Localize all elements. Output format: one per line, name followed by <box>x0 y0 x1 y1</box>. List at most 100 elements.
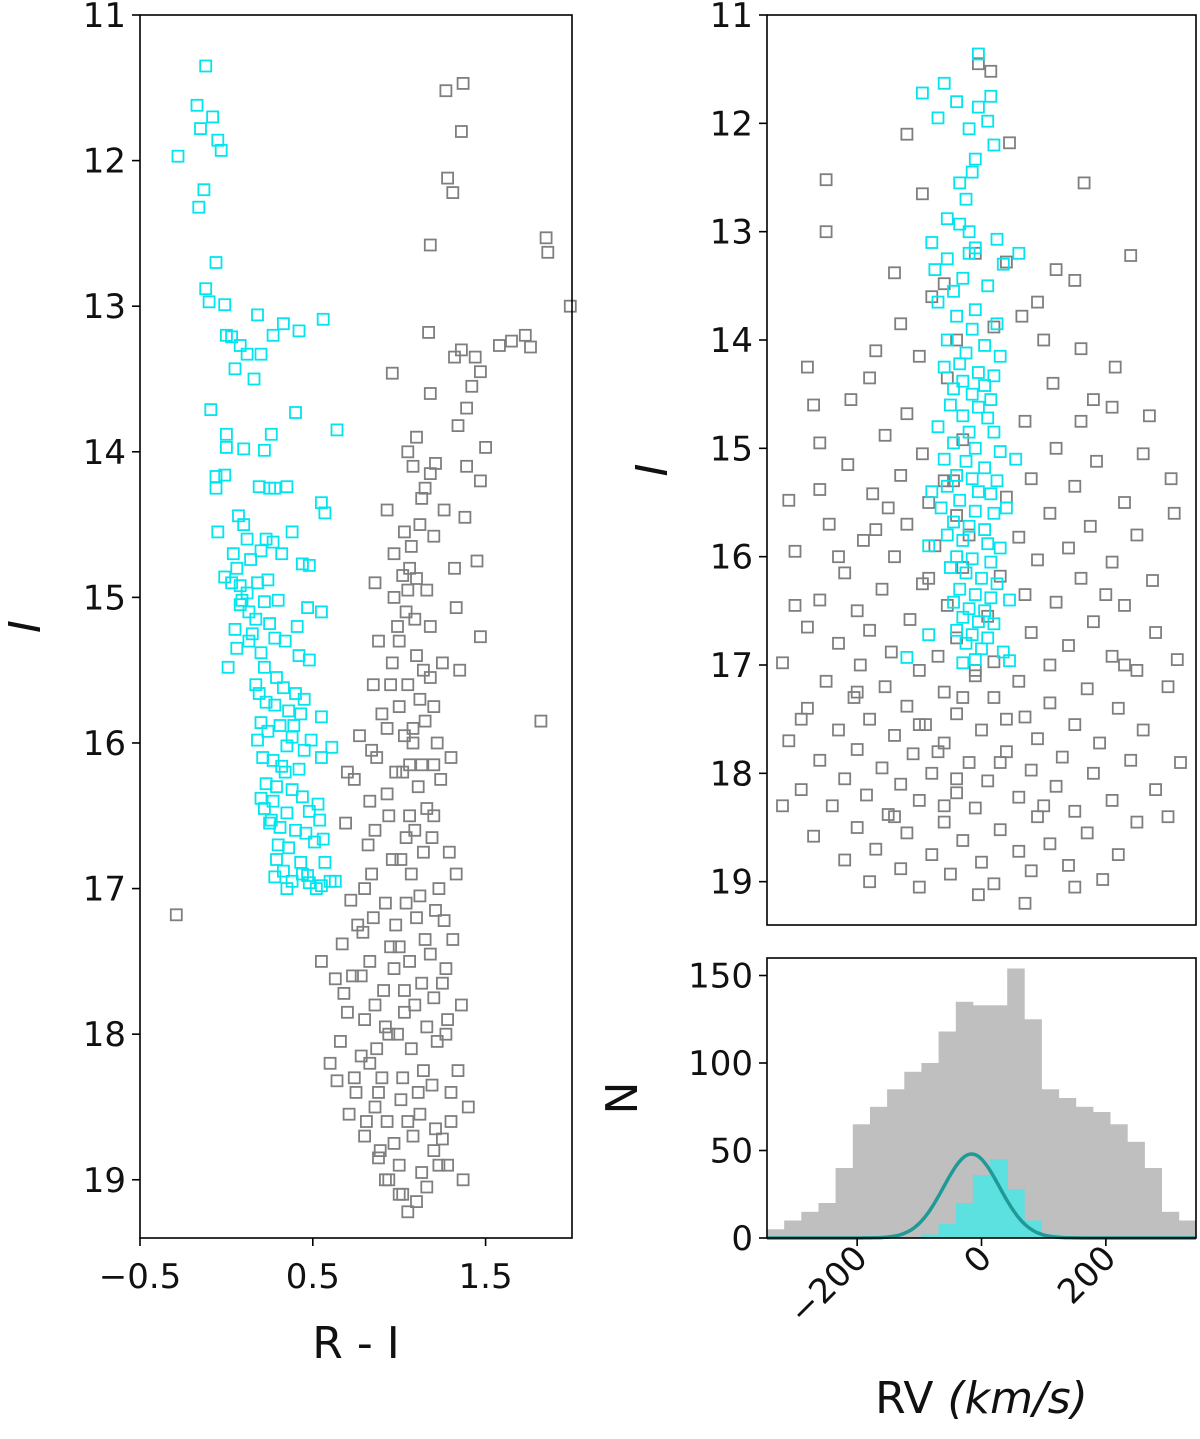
cmd-point <box>297 692 311 706</box>
cmd-point <box>505 334 518 348</box>
cmd-point <box>278 765 292 779</box>
cmd-point <box>313 813 327 827</box>
rvmag-point <box>937 360 951 374</box>
cmd-point <box>563 299 577 313</box>
rvmag-point <box>1149 626 1162 639</box>
cmd-point <box>460 401 474 415</box>
cmd-point <box>290 620 304 633</box>
rvmag-point <box>940 333 954 347</box>
cmd-point <box>242 634 256 648</box>
cmd-point <box>384 678 398 692</box>
cmd-point <box>396 1187 410 1201</box>
cmd-point <box>268 698 282 712</box>
cmd-point <box>333 1035 347 1048</box>
cmd-point <box>392 1187 406 1201</box>
cmd-point <box>363 794 377 808</box>
cmd-point <box>372 634 385 648</box>
cmd-point <box>391 1027 404 1041</box>
rvmag-point <box>1087 766 1100 780</box>
rvmag-point <box>869 523 883 536</box>
rv-magnitude-panel: 11 12 13 14 15 16 17 18 19 I <box>627 0 1197 926</box>
rvmag-point <box>981 537 995 551</box>
rvmag-point <box>1130 664 1144 677</box>
cmd-point <box>420 1180 434 1194</box>
cmd-point <box>446 933 460 946</box>
cmd-point <box>465 379 479 393</box>
rvmag-point <box>944 561 957 574</box>
hist-bar-members <box>972 1175 991 1238</box>
rvmag-point <box>1111 848 1125 861</box>
rvmag-point <box>1161 680 1175 694</box>
rvmag-point <box>884 645 898 659</box>
hist-bar-all <box>1161 1211 1180 1239</box>
rvmag-point <box>838 772 852 786</box>
cmd-point <box>397 525 411 539</box>
cmd-point <box>387 962 401 975</box>
rvmag-point <box>1018 710 1032 724</box>
cmd-point <box>380 503 394 517</box>
cmd-point <box>247 372 261 386</box>
cmd-point <box>382 1027 396 1041</box>
cmd-point <box>292 649 306 662</box>
cmd-point <box>240 532 254 546</box>
rvmag-point <box>962 225 976 239</box>
cmd-point <box>225 576 239 590</box>
rvmag-point <box>894 317 908 331</box>
rvmag-point <box>906 747 920 761</box>
rvmag-ytick-label: 11 <box>710 0 753 36</box>
rvmag-point <box>947 595 960 609</box>
cmd-point <box>439 84 453 98</box>
rvmag-point <box>962 246 976 260</box>
rvmag-point <box>807 398 820 412</box>
hist-bar-all <box>1127 1141 1145 1239</box>
rvmag-point <box>1062 541 1075 555</box>
cmd-point <box>534 714 548 728</box>
cmd-point <box>251 308 264 322</box>
rvmag-point <box>825 799 839 813</box>
rvmag-point <box>1031 295 1044 309</box>
cmd-ytick-label: 15 <box>83 578 126 618</box>
cmd-point <box>375 707 389 721</box>
rvmag-point <box>853 658 867 672</box>
cmd-frame <box>139 14 573 1239</box>
cmd-point <box>396 765 410 779</box>
rvmag-point <box>937 799 951 813</box>
cmd-point <box>432 1158 446 1172</box>
rvmag-point <box>801 360 814 374</box>
cmd-point <box>372 1151 385 1165</box>
cmd-point <box>418 714 432 728</box>
rvmag-point <box>950 468 963 482</box>
cmd-point <box>275 547 289 561</box>
rvmag-ylabel: I <box>627 464 678 477</box>
cmd-point <box>382 809 396 823</box>
rvmag-point <box>916 447 929 461</box>
cmd-point <box>380 722 394 735</box>
cmd-point <box>408 612 422 626</box>
cmd-point <box>401 678 415 692</box>
rvmag-point <box>987 655 1001 669</box>
rvmag-point <box>984 64 998 78</box>
cmd-point <box>370 1042 384 1056</box>
cmd-point <box>434 773 448 786</box>
rvmag-point <box>844 393 858 407</box>
rvmag-point <box>1043 837 1057 851</box>
rvmag-point <box>922 571 936 585</box>
cmd-point <box>410 649 423 662</box>
rvmag-point <box>1003 593 1016 607</box>
rvmag-point <box>972 47 985 61</box>
rvmag-point <box>993 569 1007 583</box>
cmd-point <box>410 911 423 925</box>
cmd-point <box>308 835 321 849</box>
rvmag-point <box>912 664 926 677</box>
rvmag-point <box>776 799 789 813</box>
cmd-ytick-label: 12 <box>83 142 126 182</box>
rvmag-point <box>931 649 945 663</box>
cmd-panel: 11 12 13 14 15 16 17 18 19 −0.5 0.5 1.5 I R - I <box>0 0 577 1369</box>
cmd-ytick-label: 13 <box>83 287 126 327</box>
cmd-point <box>389 765 403 779</box>
rvmag-point <box>1136 723 1150 737</box>
cmd-point <box>366 678 380 692</box>
rvmag-point <box>875 761 889 775</box>
cmd-point <box>430 1035 444 1048</box>
rvmag-point <box>866 487 880 501</box>
